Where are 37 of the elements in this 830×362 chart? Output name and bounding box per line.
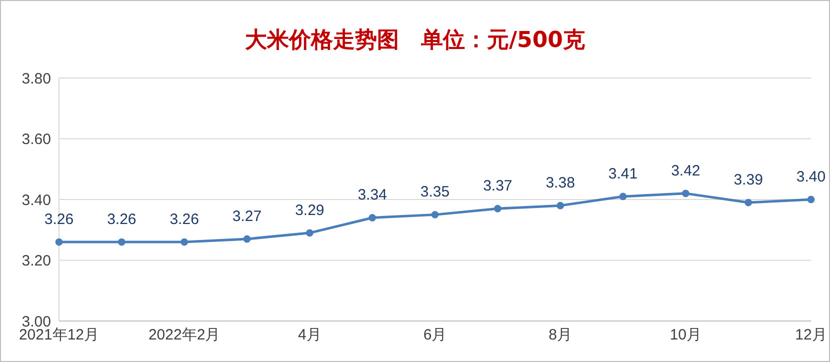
data-label: 3.27 bbox=[232, 208, 262, 225]
x-tick-label: 12月 bbox=[795, 326, 827, 344]
data-label: 3.29 bbox=[295, 202, 324, 219]
data-label: 3.41 bbox=[608, 165, 638, 182]
point bbox=[494, 204, 502, 212]
point bbox=[744, 198, 752, 206]
data-label: 3.34 bbox=[358, 186, 387, 204]
point bbox=[180, 238, 188, 246]
point bbox=[619, 192, 627, 200]
data-label: 3.38 bbox=[546, 174, 575, 192]
data-label: 3.39 bbox=[734, 172, 763, 189]
point bbox=[243, 235, 251, 243]
y-tick-label: 3.60 bbox=[22, 131, 51, 148]
y-tick-label: 3.20 bbox=[22, 252, 51, 270]
point bbox=[368, 214, 376, 222]
point bbox=[807, 196, 815, 204]
data-label: 3.40 bbox=[796, 168, 826, 186]
point bbox=[682, 190, 690, 198]
data-label: 3.26 bbox=[170, 211, 199, 228]
chart-title: 大米价格走势图 单位：元/500克 bbox=[244, 27, 586, 55]
data-label: 3.26 bbox=[107, 211, 136, 228]
data-label: 3.37 bbox=[483, 178, 512, 195]
x-tick-label: 6月 bbox=[423, 326, 447, 344]
x-tick-label: 4月 bbox=[298, 326, 322, 344]
y-tick-label: 3.40 bbox=[22, 192, 51, 209]
point bbox=[55, 238, 63, 246]
data-label: 3.42 bbox=[671, 162, 700, 180]
data-label: 3.26 bbox=[44, 211, 74, 228]
x-tick-label: 8月 bbox=[548, 326, 572, 344]
y-tick-label: 3.80 bbox=[22, 70, 51, 88]
data-label: 3.35 bbox=[420, 184, 450, 201]
x-tick-label: 2022年2月 bbox=[148, 326, 220, 344]
point bbox=[431, 210, 439, 218]
x-tick-label: 10月 bbox=[670, 326, 702, 344]
point bbox=[306, 229, 314, 237]
point bbox=[118, 238, 126, 246]
point bbox=[556, 202, 564, 210]
